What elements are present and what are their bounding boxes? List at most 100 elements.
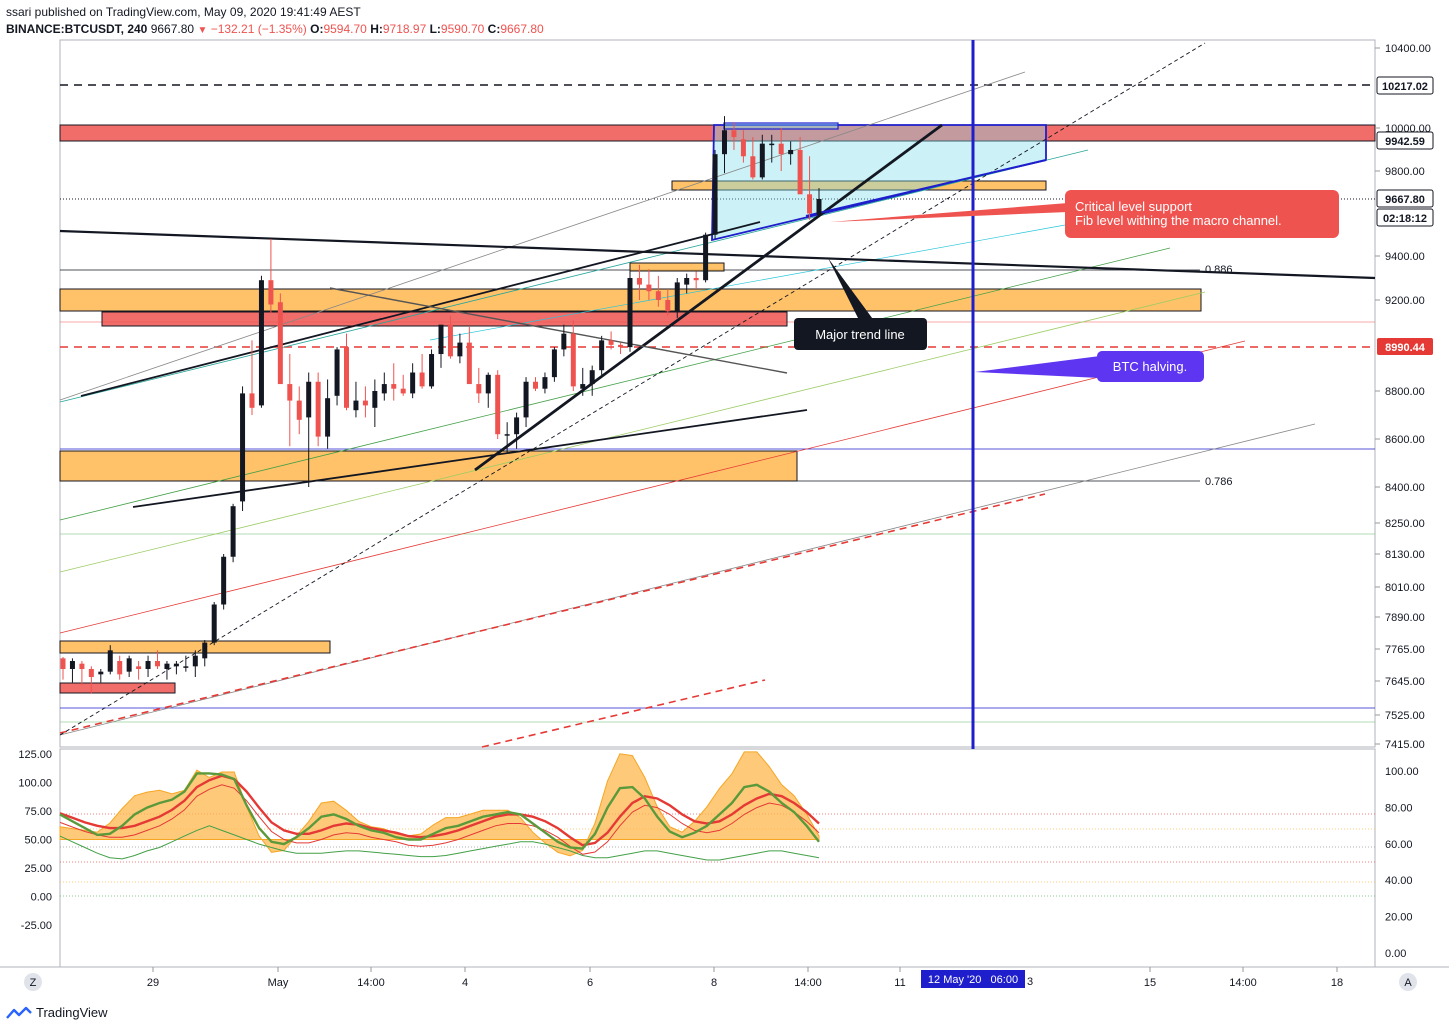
osc-right-tick-label: 40.00 [1385, 875, 1413, 887]
time-tick-label: 11 [894, 977, 905, 989]
halving-pointer [975, 356, 1100, 378]
change-value: −132.21 (−1.35%) [210, 22, 307, 36]
major-trend-pointer [828, 258, 875, 322]
oscillator-red-line [59, 774, 820, 847]
candle-body [608, 340, 614, 345]
a-button-text[interactable]: A [1404, 977, 1412, 989]
time-axis[interactable]: 29 May 14:00 4 6 8 14:00 11 15 14:00 18 [147, 967, 1343, 989]
candle-body [447, 324, 453, 357]
candle-body [703, 234, 709, 281]
candle-body [722, 130, 727, 155]
candle-body [88, 669, 94, 677]
candle-body [107, 650, 113, 672]
osc-left-tick-label: 25.00 [24, 863, 52, 875]
candle-body [164, 663, 170, 669]
a-button[interactable] [1399, 973, 1417, 991]
badge-halving-level-text: 8990.44 [1385, 342, 1426, 354]
candle-body [429, 354, 435, 387]
oscillator-left-axis: 125.00 100.00 75.00 50.00 25.00 0.00 -25.00 [18, 749, 52, 932]
price-tick-label: 7765.00 [1385, 644, 1425, 656]
high-value: 9718.97 [382, 22, 427, 36]
osc-right-tick-label: 20.00 [1385, 912, 1413, 924]
major-trend-callout [794, 318, 927, 350]
oscillator-thin-green [59, 825, 820, 861]
candle-body [797, 149, 803, 195]
badge-level-top-text: 10217.02 [1382, 81, 1428, 93]
candle-body [551, 349, 557, 378]
z-button[interactable] [24, 973, 42, 991]
candle-body [173, 663, 179, 667]
osc-left-tick-label: 125.00 [18, 749, 52, 761]
candles-group [60, 116, 822, 694]
channel-yellowgreen [59, 291, 1206, 573]
fib-886-label: 0.886 [1205, 264, 1233, 276]
candle-body [788, 149, 794, 155]
candle-body [381, 384, 387, 394]
candle-body [504, 434, 510, 436]
osc-right-tick-label: 60.00 [1385, 839, 1413, 851]
candle-body [419, 372, 425, 387]
down-triangle-icon: ▼ [197, 25, 208, 36]
osc-left-tick-label: -25.00 [21, 920, 52, 932]
trend-black-lower [132, 409, 808, 508]
trend-black-upper [80, 221, 761, 397]
candle-body [533, 381, 538, 389]
time-cursor-text: 12 May '20 06:00 [928, 974, 1018, 986]
candle-body [712, 154, 718, 235]
price-tick-label: 8130.00 [1385, 549, 1425, 561]
candle-body [60, 658, 66, 669]
time-partial-label: 3 [1027, 976, 1033, 988]
trend-blue-support [805, 159, 1047, 217]
time-tick-label: 8 [711, 977, 717, 989]
badge-last-price-text: 9667.80 [1385, 194, 1425, 206]
trend-rising-black [474, 123, 943, 472]
symbol-ohlc-line: BINANCE:BTCUSDT, 240 9667.80 ▼ −132.21 (… [6, 22, 544, 36]
candle-body [362, 400, 368, 406]
zone-orange-small [629, 262, 725, 272]
channel-teal [59, 149, 1089, 403]
price-tick-label: 8600.00 [1385, 434, 1425, 446]
candle-body [570, 333, 576, 387]
price-badges: 10217.02 9942.59 9667.80 02:18:12 8990.4… [1376, 76, 1434, 355]
osc-right-tick-label: 80.00 [1385, 802, 1413, 814]
candle-body [580, 384, 586, 389]
candle-body [457, 342, 463, 357]
price-tick-label: 9400.00 [1385, 251, 1425, 263]
price-tick-label: 9200.00 [1385, 295, 1425, 307]
candle-body [249, 393, 255, 408]
oscillator-pane-frame [59, 748, 1376, 968]
close-value: 9667.80 [500, 22, 544, 36]
fib-786-label: 0.786 [1205, 476, 1233, 488]
candle-body [599, 340, 605, 371]
candle-body [192, 655, 198, 667]
candle-body [287, 384, 293, 401]
channel-red-dashed-2 [481, 679, 766, 748]
candle-body [410, 372, 416, 394]
open-value: 9594.70 [323, 22, 367, 36]
time-tick-label: 14:00 [1229, 977, 1257, 989]
badge-countdown [1376, 208, 1434, 227]
price-tick-label: 8250.00 [1385, 518, 1425, 530]
price-tick-label: 8010.00 [1385, 582, 1425, 594]
time-tick-label: 29 [147, 977, 159, 989]
high-label: H: [370, 22, 383, 36]
osc-left-tick-label: 100.00 [18, 778, 52, 790]
price-tick-label: 7525.00 [1385, 710, 1425, 722]
time-tick-label: 14:00 [794, 977, 822, 989]
candle-body [145, 661, 151, 669]
support-zone-red [101, 311, 788, 327]
candle-body [684, 278, 690, 285]
major-trend-line [59, 229, 1376, 280]
badge-zone-text: 9942.59 [1385, 136, 1425, 148]
channel-black-dashed [59, 42, 1206, 736]
candle-body [589, 370, 595, 385]
oscillator-right-axis: 100.00 80.00 60.00 40.00 20.00 0.00 [1385, 766, 1419, 960]
time-cursor-badge [921, 970, 1025, 988]
candle-body [476, 384, 482, 394]
critical-callout-pointer [830, 203, 1068, 222]
low-value: 9590.70 [440, 22, 485, 36]
candle-body [740, 139, 746, 157]
z-button-text[interactable]: Z [30, 977, 37, 989]
osc-right-tick-label: 100.00 [1385, 766, 1419, 778]
